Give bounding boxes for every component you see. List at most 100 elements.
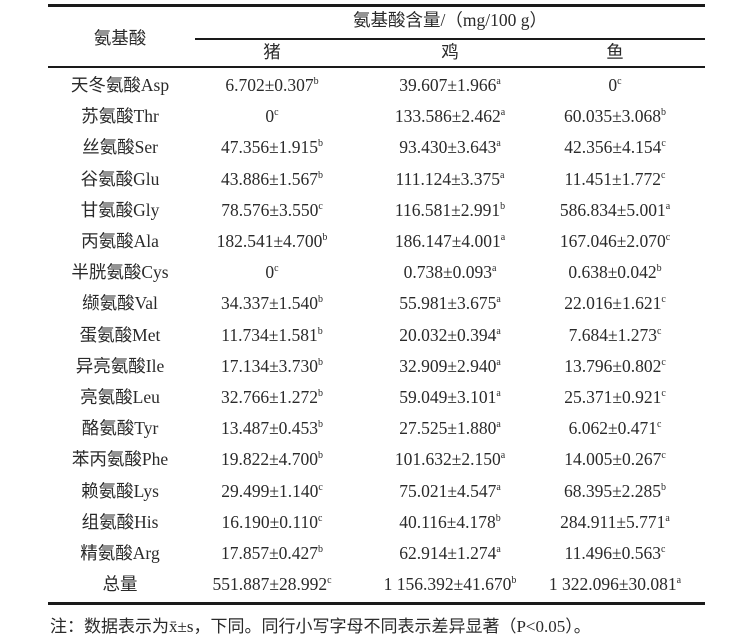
significance-letter: a: [491, 263, 497, 275]
cell-value: 1 156.392±41.670: [383, 574, 512, 595]
table-cell: 68.395±2.285b: [564, 481, 666, 501]
cell-value: 17.134±3.730: [220, 355, 319, 376]
significance-letter: b: [318, 544, 324, 555]
table-cell: 17.134±3.730b: [221, 356, 323, 376]
significance-letter: b: [318, 138, 324, 150]
significance-letter: b: [318, 419, 324, 431]
cell-value: 62.914±1.274: [399, 543, 497, 563]
significance-letter: a: [496, 356, 501, 368]
cell-value: 7.684±1.273: [568, 324, 657, 345]
table-note: 注：数据表示为x̄±s，下同。同行小写字母不同表示差异显著（P<0.05）。: [50, 617, 591, 636]
significance-letter: c: [327, 575, 332, 587]
cell-value: 16.190±0.110: [221, 511, 319, 532]
cell-value: 93.430±3.643: [399, 137, 497, 158]
row-name: 蛋氨酸Met: [79, 324, 161, 345]
table-cell: 19.822±4.700b: [221, 449, 323, 469]
row-name: 天冬氨酸Asp: [70, 75, 170, 95]
significance-letter: a: [496, 294, 501, 306]
cell-value: 14.005±0.267: [564, 449, 662, 470]
significance-letter: b: [511, 575, 517, 587]
table-cell: 42.356±4.154c: [564, 137, 666, 157]
significance-letter: c: [661, 138, 666, 150]
cell-value: 29.499±1.140: [221, 480, 319, 501]
cell-value: 43.886±1.567: [220, 168, 319, 189]
significance-letter: c: [661, 294, 666, 306]
significance-letter: a: [500, 107, 506, 119]
table-cell: 40.116±4.178b: [399, 512, 500, 532]
table-cell: 101.632±2.150a: [395, 449, 505, 469]
cell-value: 0: [265, 262, 275, 283]
table-cell: 16.190±0.110c: [222, 512, 323, 532]
cell-value: 0: [265, 106, 275, 127]
significance-letter: b: [661, 107, 667, 119]
significance-letter: c: [661, 544, 666, 555]
table-cell: 6.062±0.471c: [569, 418, 662, 438]
row-name: 甘氨酸Gly: [80, 199, 160, 220]
column-header-fish: 鱼: [606, 42, 624, 62]
row-name: 赖氨酸Lys: [81, 480, 159, 501]
cell-value: 42.356±4.154: [564, 137, 662, 158]
table-cell: 60.035±3.068b: [564, 106, 666, 126]
table-cell: 0c: [265, 106, 278, 126]
significance-letter: b: [318, 450, 324, 462]
row-name: 半胱氨酸Cys: [71, 262, 169, 283]
cell-value: 39.607±1.966: [399, 75, 497, 95]
table-cell: 39.607±1.966a: [399, 75, 501, 95]
significance-letter: b: [500, 200, 506, 212]
table-cell: 284.911±5.771a: [560, 512, 670, 532]
table-cell: 59.049±3.101a: [399, 387, 501, 407]
table-cell: 7.684±1.273c: [569, 325, 662, 345]
row-name: 丝氨酸Ser: [82, 137, 158, 158]
table-cell: 586.834±5.001a: [560, 200, 670, 220]
cell-value: 55.981±3.675: [399, 293, 497, 314]
significance-letter: a: [496, 481, 501, 493]
cell-value: 182.541±4.700: [216, 231, 323, 251]
table-cell: 14.005±0.267c: [564, 449, 666, 469]
table-cell: 55.981±3.675a: [399, 293, 501, 313]
cell-value: 47.356±1.915: [220, 137, 319, 158]
cell-value: 68.395±2.285: [563, 480, 662, 501]
cell-value: 133.586±2.462: [394, 106, 501, 127]
significance-letter: b: [318, 388, 324, 399]
cell-value: 116.581±2.991: [394, 199, 501, 220]
significance-letter: c: [661, 450, 666, 462]
significance-letter: a: [496, 419, 501, 431]
row-name: 谷氨酸Glu: [80, 168, 160, 189]
significance-letter: a: [665, 512, 670, 524]
significance-letter: a: [496, 325, 501, 337]
group-header: 氨基酸含量/（mg/100 g）: [353, 10, 547, 30]
significance-letter: b: [656, 263, 662, 275]
table-cell: 17.857±0.427b: [221, 543, 323, 563]
cell-value: 0: [608, 75, 618, 95]
table-cell: 116.581±2.991b: [395, 200, 505, 220]
significance-letter: b: [317, 325, 323, 337]
header-rule: [48, 66, 705, 68]
significance-letter: c: [661, 169, 666, 181]
significance-letter: a: [665, 200, 671, 212]
table-cell: 1 156.392±41.670b: [384, 574, 517, 594]
table-cell: 133.586±2.462a: [395, 106, 505, 126]
table-cell: 27.525±1.880a: [399, 418, 501, 438]
top-rule: [48, 4, 705, 7]
cell-value: 27.525±1.880: [399, 418, 497, 439]
cell-value: 20.032±0.394: [399, 324, 497, 345]
significance-letter: b: [318, 169, 324, 181]
row-name: 亮氨酸Leu: [80, 387, 160, 407]
table-cell: 0c: [608, 75, 621, 95]
table-cell: 11.496±0.563c: [565, 543, 666, 563]
cell-value: 186.147±4.001: [394, 231, 501, 251]
table-cell: 62.914±1.274a: [399, 543, 501, 563]
cell-value: 0.638±0.042: [568, 262, 657, 283]
table-cell: 11.451±1.772c: [565, 169, 666, 189]
row-header: 氨基酸: [93, 28, 147, 48]
table-cell: 29.499±1.140c: [221, 481, 323, 501]
bottom-rule: [48, 602, 705, 605]
cell-value: 6.062±0.471: [568, 418, 657, 439]
table-cell: 93.430±3.643a: [399, 137, 501, 157]
row-name: 组氨酸His: [81, 511, 159, 532]
cell-value: 6.702±0.307: [225, 75, 314, 95]
significance-letter: a: [496, 544, 501, 555]
table-cell: 182.541±4.700b: [217, 231, 328, 251]
table-cell: 32.909±2.940a: [399, 356, 501, 376]
cell-value: 32.766±1.272: [220, 387, 319, 407]
